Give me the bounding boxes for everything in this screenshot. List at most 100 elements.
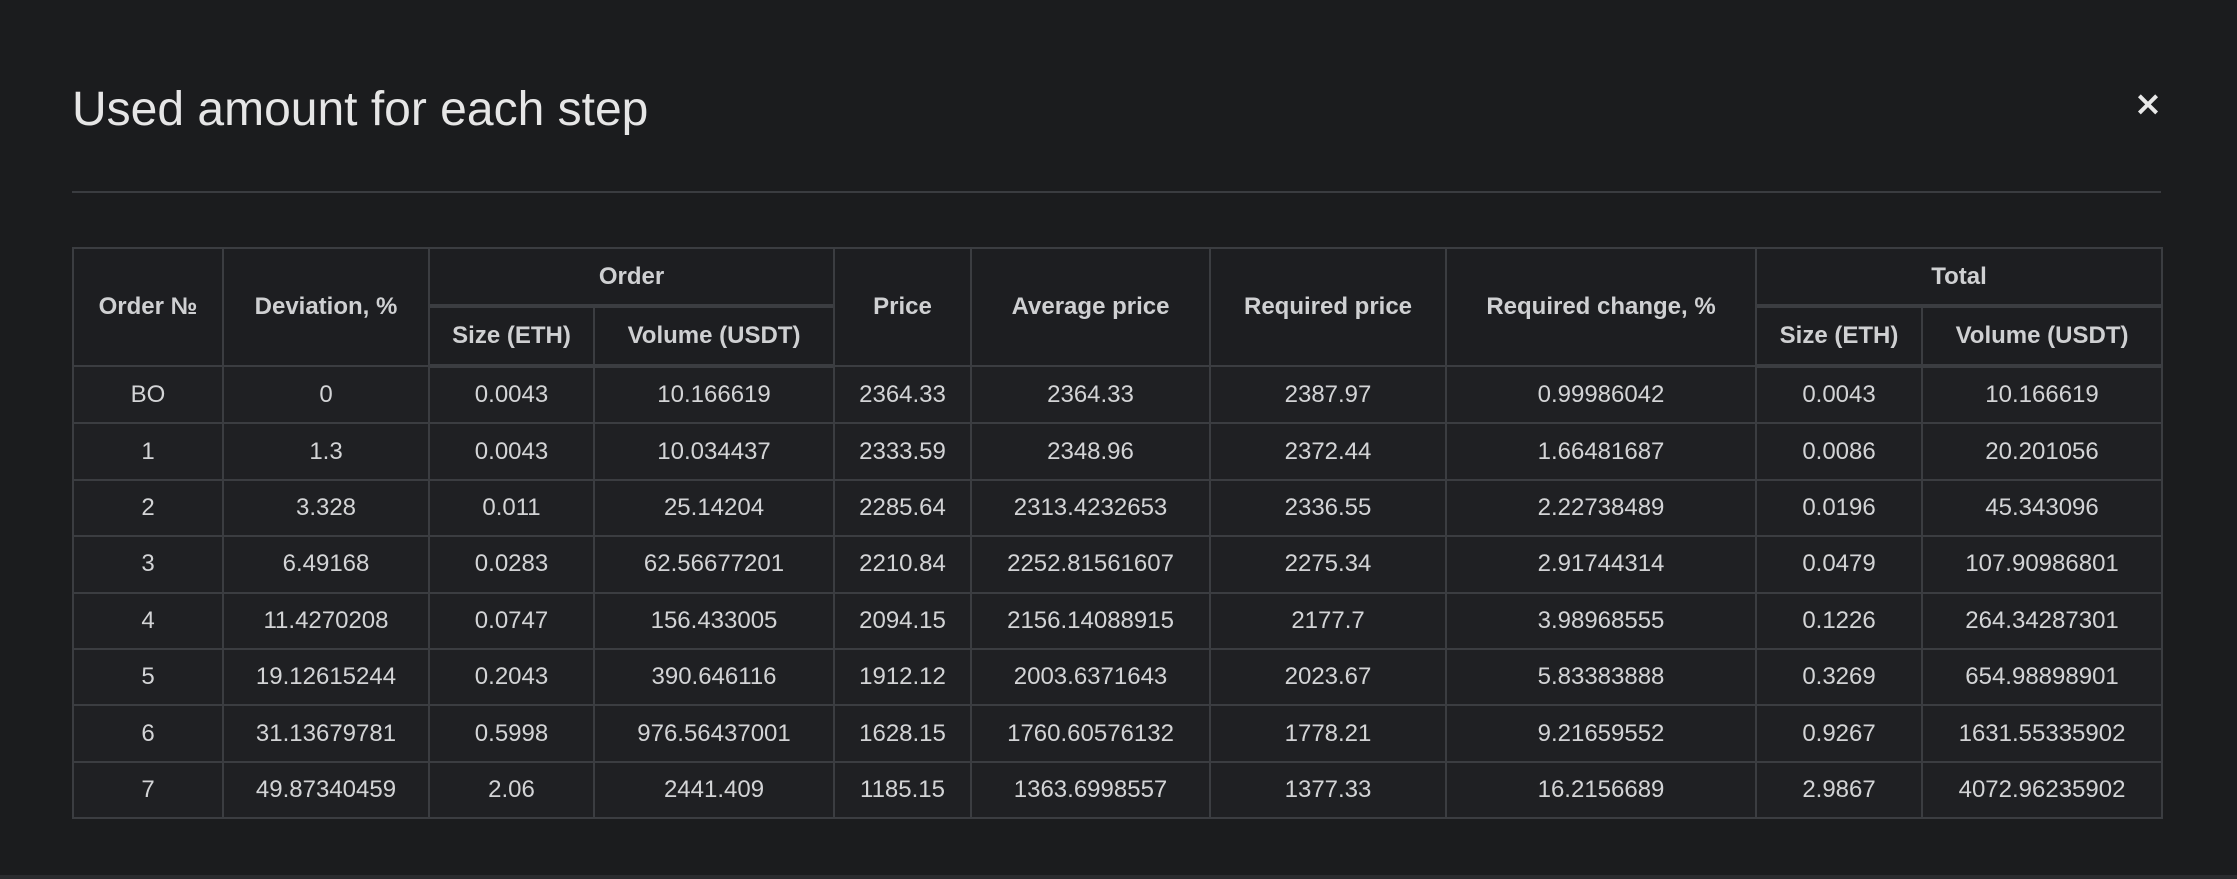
cell-total-volume: 20.201056 — [1921, 422, 2164, 481]
cell-total-volume: 1631.55335902 — [1921, 704, 2164, 763]
cell-total-size: 0.0086 — [1755, 422, 1924, 481]
cell-order-no: 6 — [72, 704, 224, 763]
cell-order-size: 0.011 — [428, 478, 595, 538]
cell-total-size: 0.0479 — [1755, 535, 1924, 594]
cell-deviation: 19.12615244 — [222, 647, 430, 707]
cell-total-size: 0.0196 — [1755, 478, 1924, 538]
cell-order-size: 0.0747 — [428, 591, 595, 650]
cell-total-size: 2.9867 — [1755, 760, 1924, 820]
cell-price: 1628.15 — [833, 704, 973, 763]
cell-required-price: 1377.33 — [1209, 760, 1448, 820]
cell-order-no: 5 — [72, 647, 224, 707]
table-row: BO 0 0.0043 10.166619 2364.33 2364.33 2387.97 0… — [72, 364, 2164, 425]
cell-average-price: 2252.81561607 — [970, 535, 1212, 594]
cell-required-price: 2275.34 — [1209, 535, 1448, 594]
cell-deviation: 3.328 — [222, 478, 430, 538]
cell-order-volume: 62.56677201 — [592, 535, 836, 594]
cell-required-change: 1.66481687 — [1445, 422, 1758, 481]
table-row: 1 1.3 0.0043 10.034437 2333.59 2348.96 2372.44… — [72, 422, 2164, 481]
table-row: 2 3.328 0.011 25.14204 2285.64 2313.4232653 23… — [72, 478, 2164, 538]
cell-order-volume: 390.646116 — [592, 647, 836, 707]
header-order-volume: Volume (USDT) — [592, 305, 836, 368]
cell-deviation: 1.3 — [222, 422, 430, 481]
table-row: 5 19.12615244 0.2043 390.646116 1912.12 2003.… — [72, 647, 2164, 707]
table-row: 3 6.49168 0.0283 62.56677201 2210.84 2252.815… — [72, 535, 2164, 594]
cell-deviation: 11.4270208 — [222, 591, 430, 650]
header-divider — [72, 191, 2161, 193]
cell-average-price: 2003.6371643 — [970, 647, 1212, 707]
cell-deviation: 31.13679781 — [222, 704, 430, 763]
cell-price: 1185.15 — [833, 760, 973, 820]
bottom-edge — [0, 875, 2237, 879]
cell-price: 2333.59 — [833, 422, 973, 481]
cell-order-volume: 976.56437001 — [592, 704, 836, 763]
cell-required-price: 2177.7 — [1209, 591, 1448, 650]
cell-required-change: 2.22738489 — [1445, 478, 1758, 538]
cell-total-size: 0.3269 — [1755, 647, 1924, 707]
header-total-volume: Volume (USDT) — [1921, 305, 2164, 368]
header-required-price: Required price — [1209, 247, 1448, 367]
header-total-size: Size (ETH) — [1755, 305, 1924, 368]
close-button[interactable]: × — [2126, 82, 2170, 126]
cell-price: 2094.15 — [833, 591, 973, 650]
cell-order-size: 2.06 — [428, 760, 595, 820]
header-order-no: Order № — [72, 247, 224, 367]
cell-average-price: 2348.96 — [970, 422, 1212, 481]
cell-deviation: 0 — [222, 364, 430, 425]
table-body: BO 0 0.0043 10.166619 2364.33 2364.33 2387.97 0… — [72, 364, 2164, 820]
table-row: 6 31.13679781 0.5998 976.56437001 1628.15 176… — [72, 704, 2164, 763]
cell-order-volume: 10.034437 — [592, 422, 836, 481]
cell-required-change: 0.99986042 — [1445, 364, 1758, 425]
cell-required-price: 2387.97 — [1209, 364, 1448, 425]
cell-order-no: 2 — [72, 478, 224, 538]
cell-required-price: 2372.44 — [1209, 422, 1448, 481]
cell-order-no: 3 — [72, 535, 224, 594]
modal-title: Used amount for each step — [72, 83, 649, 136]
cell-total-volume: 4072.96235902 — [1921, 760, 2164, 820]
cell-required-change: 5.83383888 — [1445, 647, 1758, 707]
cell-order-size: 0.5998 — [428, 704, 595, 763]
cell-average-price: 2313.4232653 — [970, 478, 1212, 538]
header-average-price: Average price — [970, 247, 1212, 367]
cell-required-price: 2023.67 — [1209, 647, 1448, 707]
table-row: 4 11.4270208 0.0747 156.433005 2094.15 2156.1… — [72, 591, 2164, 650]
cell-average-price: 1363.6998557 — [970, 760, 1212, 820]
header-order-size: Size (ETH) — [428, 305, 595, 368]
cell-total-volume: 45.343096 — [1921, 478, 2164, 538]
header-price: Price — [833, 247, 973, 367]
header-total-group: Total — [1755, 247, 2164, 308]
cell-required-change: 16.2156689 — [1445, 760, 1758, 820]
cell-order-no: 4 — [72, 591, 224, 650]
cell-average-price: 2156.14088915 — [970, 591, 1212, 650]
cell-required-price: 2336.55 — [1209, 478, 1448, 538]
cell-required-change: 3.98968555 — [1445, 591, 1758, 650]
cell-total-size: 0.0043 — [1755, 364, 1924, 425]
cell-price: 1912.12 — [833, 647, 973, 707]
cell-order-volume: 156.433005 — [592, 591, 836, 650]
cell-order-size: 0.2043 — [428, 647, 595, 707]
cell-price: 2210.84 — [833, 535, 973, 594]
cell-price: 2364.33 — [833, 364, 973, 425]
cell-deviation: 49.87340459 — [222, 760, 430, 820]
cell-price: 2285.64 — [833, 478, 973, 538]
steps-table: Order № Deviation, % Order Price Average… — [72, 247, 2164, 820]
cell-required-price: 1778.21 — [1209, 704, 1448, 763]
table-row: 7 49.87340459 2.06 2441.409 1185.15 1363.6998… — [72, 760, 2164, 820]
cell-order-no: 7 — [72, 760, 224, 820]
cell-required-change: 2.91744314 — [1445, 535, 1758, 594]
cell-order-volume: 25.14204 — [592, 478, 836, 538]
cell-order-size: 0.0043 — [428, 364, 595, 425]
cell-order-size: 0.0043 — [428, 422, 595, 481]
header-order-group: Order — [427, 247, 836, 308]
cell-total-volume: 654.98898901 — [1921, 647, 2164, 707]
cell-total-size: 0.9267 — [1755, 704, 1924, 763]
table-header: Order № Deviation, % Order Price Average… — [72, 247, 2164, 368]
cell-deviation: 6.49168 — [222, 535, 430, 594]
header-required-change: Required change, % — [1445, 247, 1758, 367]
cell-average-price: 1760.60576132 — [970, 704, 1212, 763]
cell-total-volume: 107.90986801 — [1921, 535, 2164, 594]
cell-total-volume: 264.34287301 — [1921, 591, 2164, 650]
cell-order-volume: 10.166619 — [592, 364, 836, 425]
cell-order-no: 1 — [72, 422, 224, 481]
